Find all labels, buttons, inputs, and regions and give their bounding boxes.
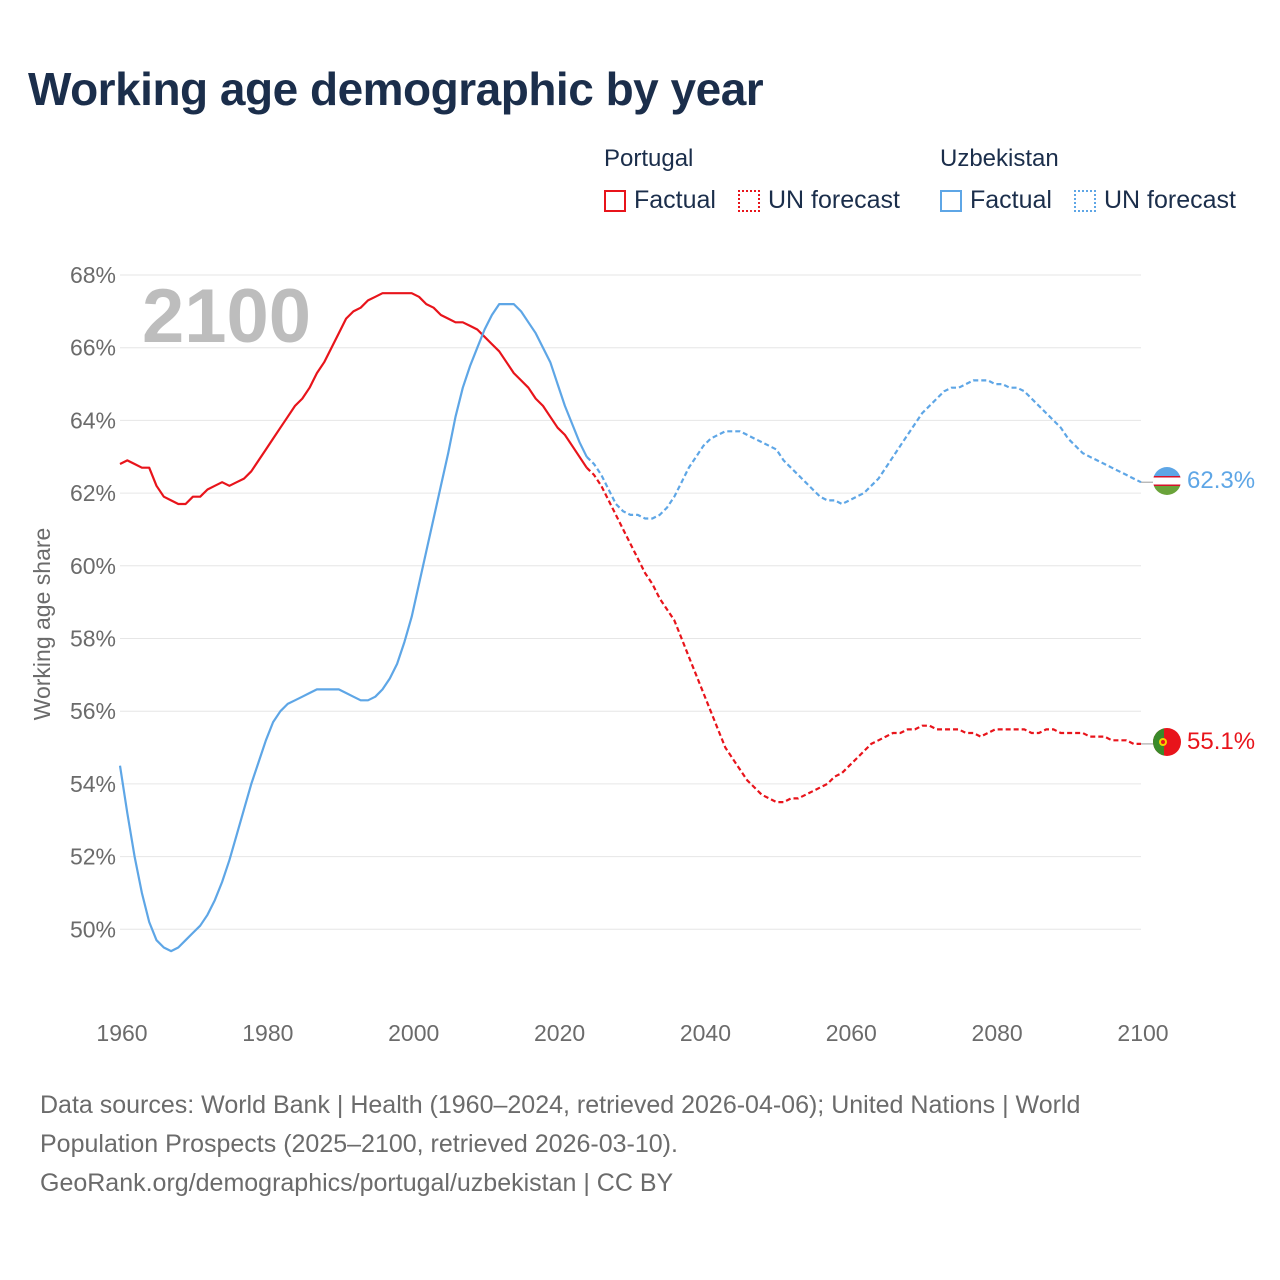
legend-label: UN forecast [768,186,900,214]
legend-item-portugal-factual[interactable]: Factual [604,186,716,215]
x-tick-label: 1980 [242,1020,293,1046]
x-tick-label: 2040 [680,1020,731,1046]
end-label-portugal: 55.1% [1187,728,1255,755]
legend-label: UN forecast [1104,186,1236,214]
y-tick-label: 58% [70,626,116,652]
x-tick-label: 1960 [96,1020,147,1046]
legend-label: Factual [970,186,1052,214]
legend-swatch-dotted-icon [738,189,760,212]
uzbekistan-flag-icon [1153,467,1181,495]
year-watermark: 2100 [142,274,311,359]
legend-swatch-dotted-icon [1074,189,1096,212]
y-axis-label: Working age share [29,528,55,721]
y-tick-label: 64% [70,407,116,433]
x-tick-label: 2000 [388,1020,439,1046]
series-line-uzbekistan-factual [118,303,588,953]
gridlines [120,274,1141,930]
footer-sources: Data sources: World Bank | Health (1960–… [40,1086,1220,1203]
legend-item-portugal-forecast[interactable]: UN forecast [738,186,900,215]
line-chart: 2100 50% 52% 54% 56% 58% 60% 62% 64% 66% 68% 1960… [29,262,1255,1046]
y-tick-label: 50% [70,916,116,942]
y-tick-label: 66% [70,335,116,361]
x-tick-label: 2060 [826,1020,877,1046]
portugal-flag-icon [1153,728,1181,756]
legend-group-title-uzbekistan: Uzbekistan [940,145,1059,172]
legend-item-uzbekistan-forecast[interactable]: UN forecast [1074,186,1236,215]
legend-group-title-portugal: Portugal [604,145,694,172]
legend-item-uzbekistan-factual[interactable]: Factual [940,186,1052,215]
y-tick-label: 52% [70,844,116,870]
x-tick-label: 2020 [534,1020,585,1046]
legend-swatch-solid-icon [940,189,962,212]
footer-line: Data sources: World Bank | Health (1960–… [40,1091,1081,1119]
y-axis-ticks: 50% 52% 54% 56% 58% 60% 62% 64% 66% 68% [70,262,116,942]
x-tick-label: 2080 [972,1020,1023,1046]
y-tick-label: 60% [70,553,116,579]
series-line-uzbekistan-forecast [585,379,1142,520]
series-line-portugal-factual [119,292,588,506]
y-tick-label: 56% [70,698,116,724]
footer-line: Population Prospects (2025–2100, retriev… [40,1130,678,1158]
series-lines [118,292,1153,953]
series-line-portugal-forecast [585,466,1141,804]
y-tick-label: 68% [70,262,116,288]
x-tick-label: 2100 [1117,1020,1168,1046]
y-tick-label: 62% [70,480,116,506]
footer-line: GeoRank.org/demographics/portugal/uzbeki… [40,1169,674,1197]
end-label-uzbekistan: 62.3% [1187,467,1255,494]
y-tick-label: 54% [70,771,116,797]
legend-swatch-solid-icon [604,189,626,212]
chart-title: Working age demographic by year [28,63,764,115]
legend-label: Factual [634,186,716,214]
x-axis-ticks: 1960 1980 2000 2020 2040 2060 2080 2100 [96,1020,1168,1046]
